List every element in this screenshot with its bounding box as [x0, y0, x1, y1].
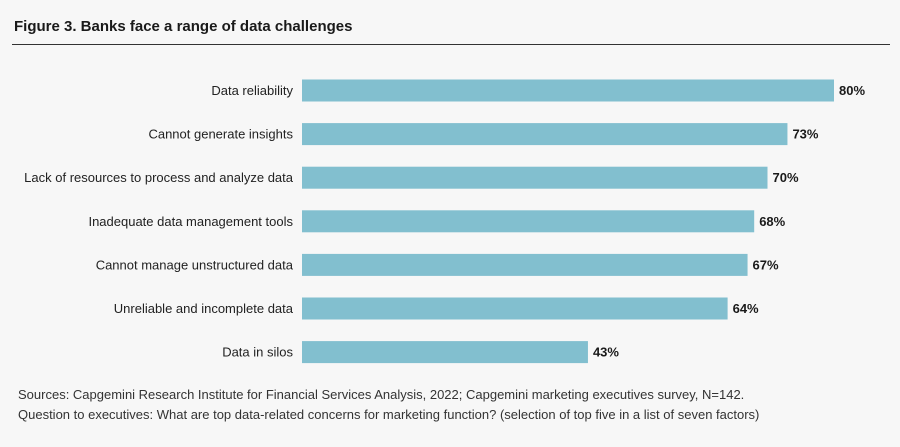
- data-label: 68%: [759, 214, 785, 229]
- bar: [302, 166, 768, 189]
- bar-chart: Data reliability 80% Cannot generate insig…: [24, 79, 865, 364]
- bar: [302, 210, 755, 233]
- category-label: Unreliable and incomplete data: [114, 301, 294, 316]
- category-label: Cannot generate insights: [148, 127, 293, 142]
- bar: [302, 123, 788, 146]
- category-label: Cannot manage unstructured data: [96, 257, 294, 272]
- data-label: 64%: [733, 301, 759, 316]
- bar: [302, 253, 748, 276]
- category-label: Data reliability: [211, 83, 293, 98]
- category-label: Inadequate data management tools: [88, 214, 293, 229]
- data-label: 43%: [593, 345, 619, 360]
- sources-note: Sources: Capgemini Research Institute fo…: [18, 387, 745, 402]
- title-divider: [12, 44, 890, 45]
- question-note: Question to executives: What are top dat…: [18, 407, 760, 422]
- bar: [302, 79, 834, 102]
- figure-title: Figure 3. Banks face a range of data cha…: [14, 18, 353, 35]
- data-label: 67%: [753, 257, 779, 272]
- bar: [302, 341, 588, 364]
- data-label: 70%: [773, 170, 799, 185]
- data-label: 73%: [792, 127, 818, 142]
- bar: [302, 297, 728, 320]
- category-label: Lack of resources to process and analyze…: [24, 170, 294, 185]
- chart-footnotes: Sources: Capgemini Research Institute fo…: [18, 385, 759, 425]
- data-label: 80%: [839, 83, 865, 98]
- category-label: Data in silos: [222, 345, 293, 360]
